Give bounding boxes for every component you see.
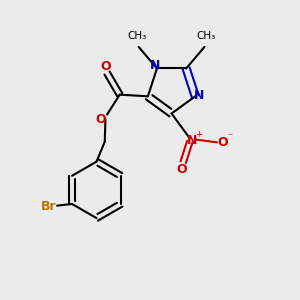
Text: O: O: [100, 60, 111, 73]
Text: ⁻: ⁻: [227, 132, 232, 142]
Text: O: O: [95, 113, 106, 126]
Text: O: O: [176, 163, 187, 176]
Text: N: N: [150, 59, 160, 72]
Text: +: +: [195, 130, 202, 139]
Text: CH₃: CH₃: [128, 31, 147, 41]
Text: CH₃: CH₃: [196, 31, 216, 41]
Text: N: N: [194, 89, 204, 102]
Text: O: O: [218, 136, 228, 148]
Text: Br: Br: [41, 200, 57, 213]
Text: N: N: [187, 134, 197, 146]
